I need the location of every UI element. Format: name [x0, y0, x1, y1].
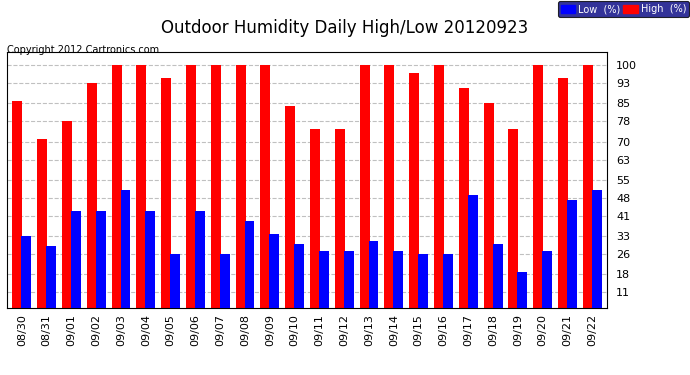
- Bar: [244, 221, 255, 320]
- Bar: [542, 251, 552, 320]
- Bar: [195, 211, 205, 320]
- Bar: [96, 211, 106, 320]
- Bar: [294, 244, 304, 320]
- Bar: [21, 236, 31, 320]
- Bar: [484, 104, 493, 320]
- Bar: [384, 65, 395, 320]
- Bar: [46, 246, 56, 320]
- Bar: [219, 254, 230, 320]
- Bar: [211, 65, 221, 320]
- Bar: [37, 139, 47, 320]
- Bar: [260, 65, 270, 320]
- Bar: [567, 200, 577, 320]
- Bar: [418, 254, 428, 320]
- Bar: [509, 129, 518, 320]
- Bar: [186, 65, 196, 320]
- Bar: [269, 234, 279, 320]
- Bar: [592, 190, 602, 320]
- Bar: [310, 129, 320, 320]
- Bar: [533, 65, 543, 320]
- Bar: [62, 122, 72, 320]
- Bar: [583, 65, 593, 320]
- Bar: [409, 73, 419, 320]
- Bar: [359, 65, 370, 320]
- Bar: [493, 244, 502, 320]
- Bar: [170, 254, 180, 320]
- Bar: [344, 251, 354, 320]
- Bar: [121, 190, 130, 320]
- Bar: [319, 251, 329, 320]
- Bar: [335, 129, 345, 320]
- Bar: [12, 101, 22, 320]
- Bar: [146, 211, 155, 320]
- Bar: [161, 78, 171, 320]
- Bar: [468, 195, 477, 320]
- Bar: [137, 65, 146, 320]
- Bar: [459, 88, 469, 320]
- Text: Outdoor Humidity Daily High/Low 20120923: Outdoor Humidity Daily High/Low 20120923: [161, 19, 529, 37]
- Bar: [393, 251, 403, 320]
- Bar: [112, 65, 121, 320]
- Bar: [443, 254, 453, 320]
- Bar: [87, 83, 97, 320]
- Bar: [71, 211, 81, 320]
- Legend: Low  (%), High  (%): Low (%), High (%): [558, 1, 689, 17]
- Text: Copyright 2012 Cartronics.com: Copyright 2012 Cartronics.com: [7, 45, 159, 55]
- Bar: [558, 78, 568, 320]
- Bar: [235, 65, 246, 320]
- Bar: [518, 272, 527, 320]
- Bar: [434, 65, 444, 320]
- Bar: [285, 106, 295, 320]
- Bar: [368, 241, 379, 320]
